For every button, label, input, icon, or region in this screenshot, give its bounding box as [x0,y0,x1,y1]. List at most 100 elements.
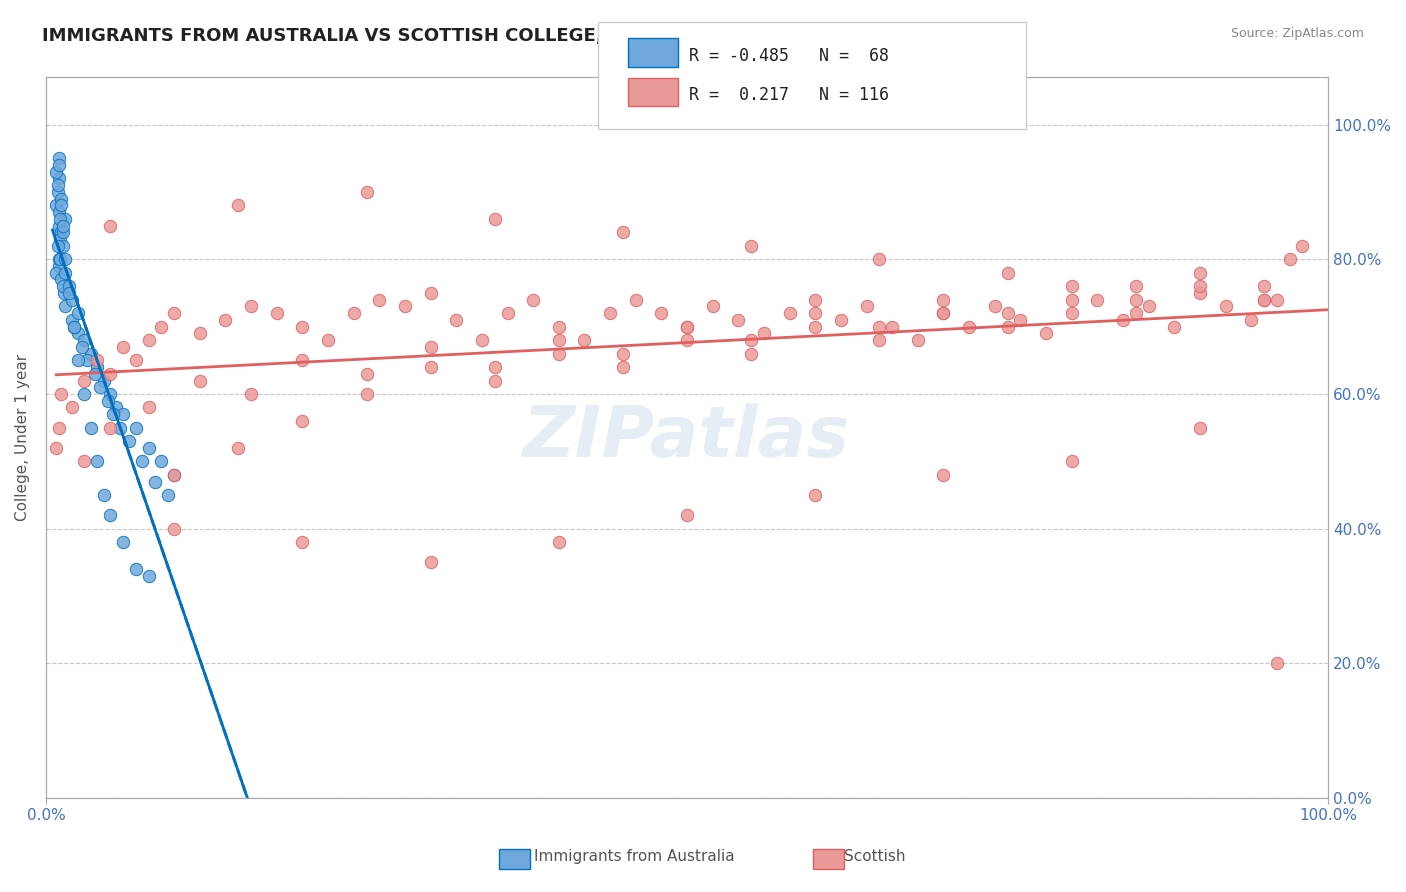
Point [1253,293,1275,307]
Point [45,266,67,280]
Point [1125,279,1147,293]
Point [612,359,634,374]
Point [125,420,148,434]
Point [740,239,762,253]
Point [111,407,134,421]
Point [1112,313,1135,327]
Point [52,239,75,253]
Point [1085,293,1108,307]
Point [73,387,96,401]
Point [93,374,115,388]
Text: Source: ZipAtlas.com: Source: ZipAtlas.com [1230,27,1364,40]
Point [855,300,877,314]
Point [226,441,249,455]
Point [98,387,121,401]
Point [727,313,749,327]
Point [740,346,762,360]
Point [547,535,569,549]
Text: Immigrants from Australia: Immigrants from Australia [534,849,735,863]
Text: R =  0.217   N = 116: R = 0.217 N = 116 [689,87,889,104]
Point [93,488,115,502]
Point [60,313,83,327]
Point [291,414,314,428]
Point [547,346,569,360]
Point [53,266,76,280]
Y-axis label: College, Under 1 year: College, Under 1 year [15,354,30,521]
Point [1125,306,1147,320]
Point [150,319,173,334]
Point [446,313,468,327]
Point [51,272,73,286]
Point [111,340,134,354]
Point [471,333,494,347]
Text: ZIPatlas: ZIPatlas [523,403,851,472]
Point [156,488,179,502]
Point [66,353,89,368]
Point [51,225,73,239]
Point [105,401,128,415]
Point [1137,300,1160,314]
Point [138,333,160,347]
Point [163,467,186,482]
Point [76,353,98,368]
Point [868,333,890,347]
Point [66,306,89,320]
Point [138,441,160,455]
Point [98,420,121,434]
Point [932,293,955,307]
Point [316,333,339,347]
Point [70,340,93,354]
Point [574,333,596,347]
Point [804,488,827,502]
Point [48,252,70,267]
Point [49,211,72,226]
Point [984,300,1007,314]
Point [1265,657,1288,671]
Point [356,367,378,381]
Point [83,367,105,381]
Point [419,340,441,354]
Point [86,359,108,374]
Point [51,192,73,206]
Point [997,266,1019,280]
Point [46,178,69,193]
Point [1060,279,1083,293]
Point [356,387,378,401]
Point [266,306,288,320]
Point [58,279,80,293]
Point [868,252,890,267]
Point [291,535,314,549]
Point [226,198,249,212]
Point [143,475,166,489]
Point [419,555,441,569]
Point [484,211,506,226]
Point [740,333,762,347]
Point [1188,266,1211,280]
Point [52,285,75,300]
Point [51,387,73,401]
Point [1265,293,1288,307]
Point [60,401,83,415]
Point [63,319,86,334]
Point [907,333,929,347]
Point [599,306,621,320]
Point [98,219,121,233]
Point [66,326,89,341]
Point [188,326,211,341]
Point [49,252,72,267]
Point [96,393,118,408]
Point [522,293,544,307]
Point [240,300,263,314]
Point [101,407,124,421]
Point [163,306,186,320]
Point [60,293,83,307]
Text: Scottish: Scottish [844,849,905,863]
Point [49,232,72,246]
Point [804,306,827,320]
Point [676,319,699,334]
Point [52,279,75,293]
Point [779,306,801,320]
Point [110,420,132,434]
Point [804,319,827,334]
Point [89,380,111,394]
